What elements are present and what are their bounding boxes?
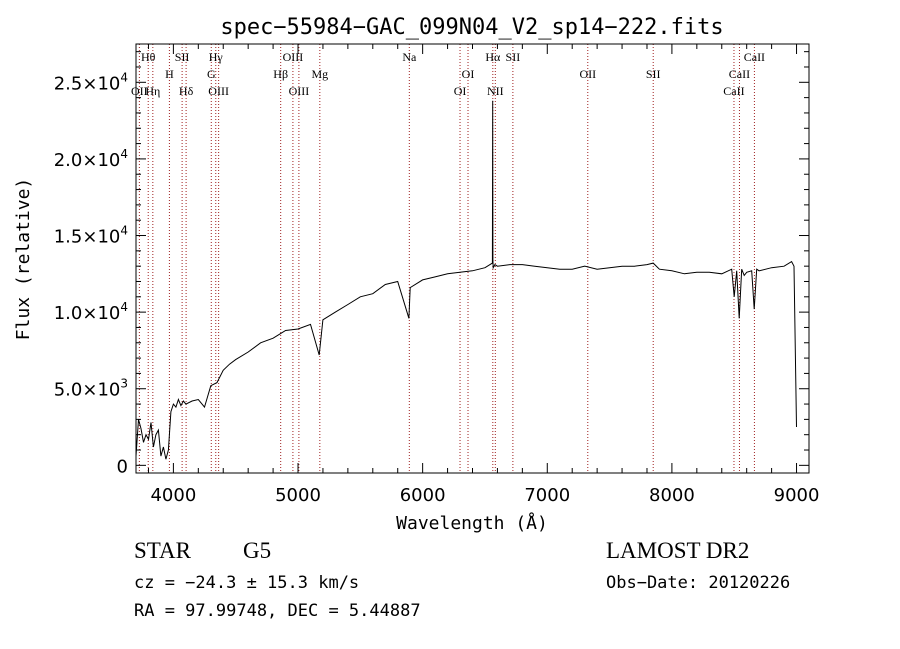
line-label: Hη xyxy=(145,84,160,98)
line-label: OI xyxy=(462,67,475,81)
x-tick-label: 4000 xyxy=(150,485,196,506)
line-label: H xyxy=(165,67,174,81)
x-axis: 4000 5000 6000 7000 8000 9000 xyxy=(147,44,820,506)
x-tick-label: 7000 xyxy=(524,485,570,506)
spectrum-chart: spec−55984−GAC_099N04_V2_sp14−222.fits H… xyxy=(13,15,820,534)
y-tick-label: 5.0×103 xyxy=(54,377,128,401)
redshift-cz: cz = −24.3 ± 15.3 km/s xyxy=(134,573,360,593)
line-label: Mg xyxy=(311,67,328,81)
line-label-group: HθOIIHηHSIIHδHγGOIIIOIIIHβOIIIMgNaOIOIHα… xyxy=(131,50,765,98)
line-label: SII xyxy=(175,50,190,64)
plot-frame xyxy=(135,43,810,474)
x-tick-label: 9000 xyxy=(774,485,820,506)
y-tick-label: 1.5×104 xyxy=(54,224,128,248)
line-label: Hβ xyxy=(273,67,288,81)
coordinates: RA = 97.99748, DEC = 5.44887 xyxy=(134,601,421,621)
line-label: CaII xyxy=(723,84,744,98)
line-label: OIII xyxy=(208,84,229,98)
line-label: Hα xyxy=(485,50,501,64)
line-label: NII xyxy=(487,84,504,98)
line-label: Hδ xyxy=(179,84,194,98)
line-label: G xyxy=(207,67,216,81)
subclass: G5 xyxy=(243,538,272,563)
y-axis-title: Flux (relative) xyxy=(13,178,34,341)
survey-name: LAMOST DR2 xyxy=(606,538,750,563)
line-label: OIII xyxy=(289,84,310,98)
y-tick-label: 1.0×104 xyxy=(54,300,128,324)
y-tick-label: 2.5×104 xyxy=(54,70,128,94)
x-tick-label: 6000 xyxy=(400,485,446,506)
observation-date: Obs−Date: 20120226 xyxy=(606,573,791,593)
line-label: OIII xyxy=(283,50,304,64)
x-tick-label: 8000 xyxy=(649,485,695,506)
y-tick-label: 2.0×104 xyxy=(54,147,128,171)
y-axis: 0 5.0×103 1.0×104 1.5×104 2.0×104 2.5×104 xyxy=(54,51,809,477)
line-label: CaII xyxy=(729,67,750,81)
line-label: OII xyxy=(579,67,596,81)
line-label: SII xyxy=(506,50,521,64)
x-tick-label: 5000 xyxy=(275,485,321,506)
line-label: OI xyxy=(454,84,467,98)
y-tick-label: 0 xyxy=(117,456,128,477)
line-label: OII xyxy=(131,84,148,98)
line-label: Na xyxy=(402,50,417,64)
chart-title: spec−55984−GAC_099N04_V2_sp14−222.fits xyxy=(220,15,723,40)
line-label: Hθ xyxy=(141,50,156,64)
x-axis-title: Wavelength (Å) xyxy=(396,512,548,534)
line-marker-group xyxy=(138,44,755,473)
line-label: Hγ xyxy=(209,50,224,64)
object-class: STAR xyxy=(134,538,191,563)
line-label: SII xyxy=(646,67,661,81)
line-label: CaII xyxy=(744,50,765,64)
spectrum-line xyxy=(135,100,797,460)
